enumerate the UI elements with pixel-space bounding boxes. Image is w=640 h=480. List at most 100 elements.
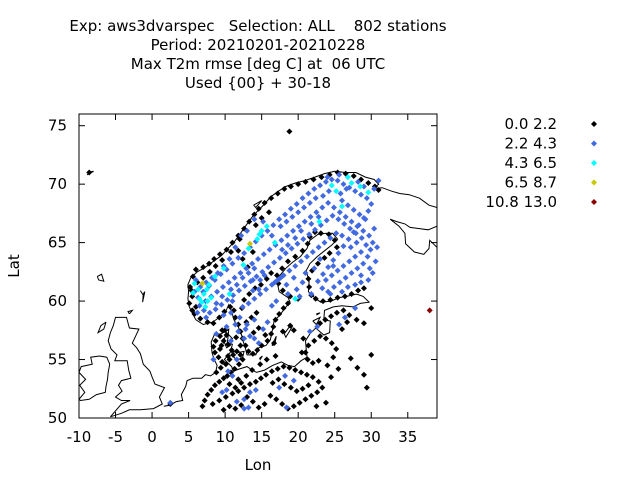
station-point xyxy=(358,279,365,286)
station-point xyxy=(201,397,208,404)
station-point xyxy=(272,316,279,323)
station-point xyxy=(337,190,344,197)
station-point xyxy=(290,227,297,234)
coastline-18 xyxy=(139,290,145,297)
station-point xyxy=(353,239,360,246)
station-point xyxy=(227,303,234,310)
station-point xyxy=(238,402,245,409)
station-point xyxy=(309,360,316,367)
station-point xyxy=(302,396,309,403)
station-point xyxy=(320,192,327,199)
station-point xyxy=(282,372,289,379)
station-point xyxy=(219,389,226,396)
x-tick-label: -10 xyxy=(67,428,92,446)
station-point xyxy=(273,298,280,305)
station-point xyxy=(369,239,376,246)
station-point xyxy=(229,390,236,397)
station-point xyxy=(330,354,337,361)
station-point xyxy=(294,240,301,247)
station-point xyxy=(237,351,244,358)
station-point xyxy=(251,316,258,323)
station-point xyxy=(341,293,348,300)
station-point xyxy=(276,384,283,391)
station-point xyxy=(322,277,329,284)
station-point xyxy=(210,343,217,350)
station-point xyxy=(317,255,324,262)
station-point xyxy=(316,218,323,225)
station-point xyxy=(320,271,327,278)
station-point xyxy=(365,277,372,284)
station-point xyxy=(233,281,240,288)
station-point xyxy=(255,205,262,212)
station-point xyxy=(239,303,246,310)
station-point xyxy=(206,309,213,316)
station-point xyxy=(299,247,306,254)
station-point xyxy=(360,320,367,327)
station-point xyxy=(255,324,262,331)
station-point xyxy=(315,357,322,364)
station-point xyxy=(284,291,291,298)
station-point xyxy=(211,349,218,356)
station-point xyxy=(213,300,220,307)
station-point xyxy=(328,176,335,183)
station-point xyxy=(313,209,320,216)
station-point xyxy=(305,342,312,349)
station-point xyxy=(268,232,275,239)
x-tick-label: 35 xyxy=(398,428,417,446)
station-point xyxy=(300,335,307,342)
station-point xyxy=(251,295,258,302)
station-point xyxy=(307,213,314,220)
station-point xyxy=(327,291,334,298)
station-point xyxy=(289,213,296,220)
coastline-14 xyxy=(312,316,322,326)
station-point xyxy=(322,316,329,323)
station-point xyxy=(209,400,216,407)
station-point xyxy=(219,293,226,300)
coastline-5 xyxy=(96,273,105,282)
station-point xyxy=(334,267,341,274)
station-point xyxy=(243,372,250,379)
station-point xyxy=(244,227,251,234)
station-point xyxy=(306,328,313,335)
station-point xyxy=(283,404,290,411)
x-tick-label: 15 xyxy=(252,428,271,446)
station-point xyxy=(331,237,338,244)
station-point xyxy=(261,199,268,206)
station-point xyxy=(265,264,272,271)
station-point xyxy=(287,205,294,212)
station-point xyxy=(295,209,302,216)
station-point xyxy=(251,216,258,223)
station-point xyxy=(317,182,324,189)
x-tick-label: 0 xyxy=(147,428,157,446)
station-point xyxy=(206,281,213,288)
station-point xyxy=(355,287,362,294)
title-line-2: Period: 20210201-20210228 xyxy=(150,36,366,54)
station-point xyxy=(226,381,233,388)
station-point xyxy=(251,265,258,272)
station-point xyxy=(358,248,365,255)
station-point xyxy=(233,348,240,355)
station-point xyxy=(311,226,318,233)
station-point xyxy=(250,329,257,336)
station-point xyxy=(315,244,322,251)
station-point xyxy=(217,364,224,371)
station-point xyxy=(372,258,379,265)
station-point xyxy=(295,181,302,188)
legend-marker-2 xyxy=(591,160,597,166)
station-point xyxy=(255,340,262,347)
station-point xyxy=(228,347,235,354)
station-point xyxy=(339,203,346,210)
station-point xyxy=(350,172,357,179)
station-point xyxy=(271,279,278,286)
station-point xyxy=(306,231,313,238)
station-point xyxy=(222,361,229,368)
station-point xyxy=(257,281,264,288)
station-point xyxy=(191,280,198,287)
station-point xyxy=(282,250,289,257)
station-point xyxy=(223,323,230,330)
station-point xyxy=(298,369,305,376)
station-point xyxy=(237,342,244,349)
station-point xyxy=(245,300,252,307)
station-point xyxy=(287,183,294,190)
station-point xyxy=(227,309,234,316)
